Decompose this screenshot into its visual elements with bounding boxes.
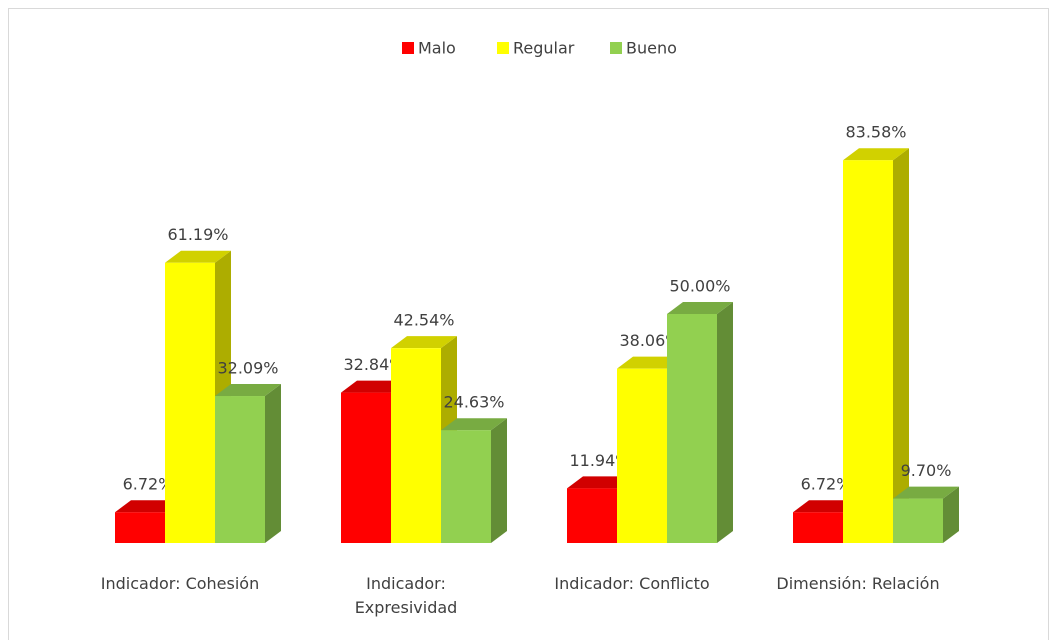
bar-front	[341, 392, 391, 543]
bar-side	[717, 302, 733, 543]
data-label: 42.54%	[393, 311, 454, 330]
bar-front	[441, 430, 491, 543]
bar-side	[893, 148, 909, 543]
bar-front	[115, 512, 165, 543]
bar-front	[617, 368, 667, 543]
x-tick-label: Indicador: Conflicto	[554, 574, 710, 593]
data-label: 83.58%	[845, 123, 906, 142]
bar-front	[567, 488, 617, 543]
legend-label: Malo	[418, 39, 456, 58]
bar	[165, 250, 231, 543]
bar	[215, 384, 281, 543]
bar-side	[491, 418, 507, 543]
bar	[441, 418, 507, 543]
bar-top	[215, 384, 281, 397]
data-label: 24.63%	[443, 393, 504, 412]
bar-top	[793, 500, 859, 513]
data-label: 9.70%	[901, 461, 952, 480]
bar	[843, 148, 909, 543]
bar-top	[391, 336, 457, 349]
data-label: 11.94%	[569, 451, 630, 470]
bar	[893, 486, 959, 543]
x-tick-label: Indicador: Expresividad	[354, 574, 458, 617]
data-label: 6.72%	[123, 475, 174, 494]
bar-front	[165, 262, 215, 543]
bar-front	[391, 348, 441, 543]
data-label: 32.09%	[217, 359, 278, 378]
bar-top	[441, 418, 507, 431]
bar-front	[793, 512, 843, 543]
data-label: 50.00%	[669, 277, 730, 296]
legend-swatch	[610, 42, 622, 54]
bar	[667, 302, 733, 543]
bar-side	[943, 486, 959, 543]
legend-swatch	[402, 42, 414, 54]
legend-swatch	[497, 42, 509, 54]
bar-top	[843, 148, 909, 161]
bar-top	[341, 380, 407, 393]
bar-front	[843, 160, 893, 543]
data-label: 32.84%	[343, 355, 404, 374]
bar-front	[667, 314, 717, 543]
x-tick-label: Indicador: Cohesión	[100, 574, 260, 593]
x-tick-label: Dimensión: Relación	[776, 574, 940, 593]
legend-label: Bueno	[626, 39, 677, 58]
bar-front	[215, 396, 265, 543]
bar	[391, 336, 457, 543]
bar-top	[893, 486, 959, 499]
bar-top	[115, 500, 181, 513]
bar-top	[567, 476, 633, 489]
bar-top	[165, 250, 231, 263]
bar-side	[265, 384, 281, 543]
data-label: 6.72%	[801, 475, 852, 494]
bar-top	[617, 356, 683, 369]
bar-front	[893, 498, 943, 543]
legend-label: Regular	[513, 39, 575, 58]
data-label: 38.06%	[619, 331, 680, 350]
data-label: 61.19%	[167, 225, 228, 244]
bar-top	[667, 302, 733, 314]
